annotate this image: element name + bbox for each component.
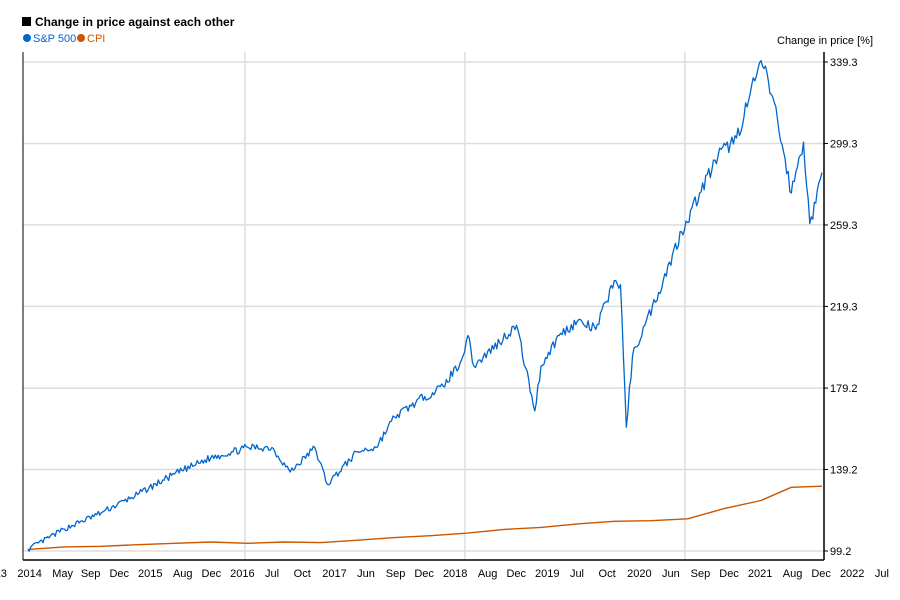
x-tick-label: Sep — [81, 568, 101, 580]
x-tick-label: 2014 — [17, 568, 41, 580]
y-axis-ticks: 99.2 139.2 179.2 219.3 259.3 299.3 339.3 — [824, 57, 858, 558]
x-tick-label: Dec — [719, 568, 739, 580]
y-tick-label: 179.2 — [830, 383, 858, 395]
x-tick-label: 2021 — [748, 568, 772, 580]
legend-cpi-marker — [77, 34, 85, 42]
x-tick-label: May — [52, 568, 73, 580]
x-tick-label: 2015 — [138, 568, 162, 580]
x-tick-label: Dec — [414, 568, 434, 580]
x-tick-label: Aug — [478, 568, 498, 580]
x-tick-label: 2013 — [0, 568, 7, 580]
legend-sp500-marker — [23, 34, 31, 42]
cpi-line — [27, 485, 823, 551]
x-tick-label: Jun — [357, 568, 375, 580]
x-tick-label: Dec — [202, 568, 222, 580]
y-axis-label: Change in price [%] — [777, 35, 873, 47]
x-tick-label: Jul — [875, 568, 889, 580]
y-tick-label: 139.2 — [830, 465, 858, 477]
x-tick-label: 2018 — [443, 568, 467, 580]
x-tick-label: 2017 — [322, 568, 346, 580]
sp500-line — [27, 59, 823, 552]
chart-title: Change in price against each other — [35, 15, 235, 29]
x-tick-label: 2022 — [840, 568, 864, 580]
y-tick-label: 259.3 — [830, 220, 858, 232]
legend-cpi-label: CPI — [87, 33, 105, 45]
grid-lines — [23, 52, 824, 560]
sp500-series — [27, 59, 823, 552]
x-tick-label: Dec — [109, 568, 129, 580]
x-tick-label: Oct — [599, 568, 616, 580]
x-tick-label: Aug — [783, 568, 803, 580]
y-tick-label: 299.3 — [830, 138, 858, 150]
y-tick-label: 219.3 — [830, 301, 858, 313]
x-tick-label: Jul — [570, 568, 584, 580]
cpi-series — [27, 485, 823, 551]
x-tick-label: 2020 — [627, 568, 651, 580]
x-tick-label: 2019 — [535, 568, 559, 580]
y-tick-label: 339.3 — [830, 57, 858, 69]
x-tick-label: Aug — [173, 568, 193, 580]
x-tick-label: Sep — [691, 568, 711, 580]
y-tick-label: 99.2 — [830, 546, 851, 558]
x-tick-label: Oct — [294, 568, 311, 580]
x-tick-label: Sep — [386, 568, 406, 580]
x-tick-label: Jun — [662, 568, 680, 580]
x-tick-label: 2016 — [230, 568, 254, 580]
x-tick-label: Dec — [811, 568, 831, 580]
x-tick-label: Dec — [506, 568, 526, 580]
x-tick-label: Jul — [265, 568, 279, 580]
title-marker-square — [22, 17, 31, 26]
x-axis-ticks: 2012Dec20132014MaySepDec2015AugDec2016Ju… — [0, 568, 889, 580]
legend-sp500-label: S&P 500 — [33, 33, 76, 45]
